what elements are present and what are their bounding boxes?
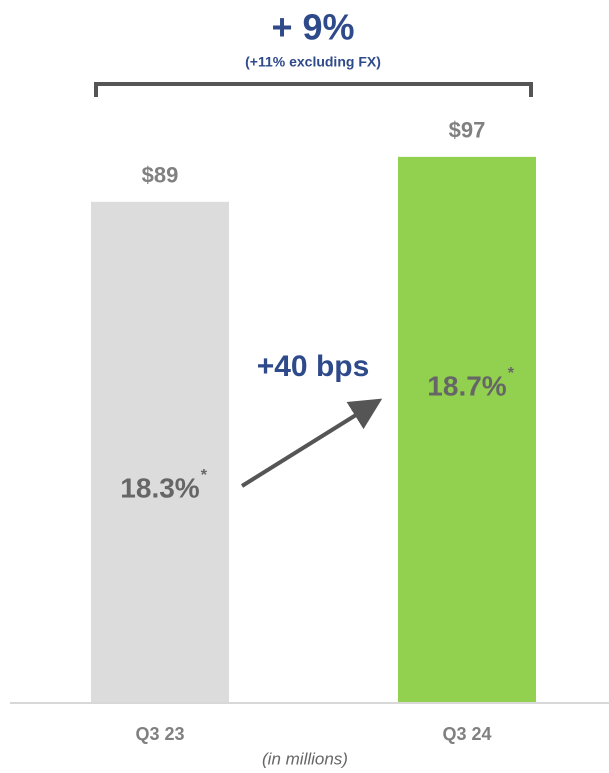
x-axis-label: (in millions) — [262, 749, 348, 768]
value-label: $89 — [142, 163, 179, 188]
arrow — [240, 398, 383, 488]
footnote-mark: * — [201, 467, 208, 484]
x-tick-label: Q3 23 — [135, 724, 184, 744]
value-label: $97 — [449, 118, 486, 143]
bracket — [94, 82, 533, 97]
margin-label: 18.3% — [120, 472, 199, 503]
subtitle: (+11% excluding FX) — [245, 54, 381, 70]
change-label: +40 bps — [257, 350, 370, 383]
margin-label: 18.7% — [427, 370, 506, 401]
bar — [91, 201, 229, 702]
x-tick-label: Q3 24 — [442, 724, 491, 744]
chart-title: + 9% — [271, 7, 354, 48]
bar — [398, 156, 536, 703]
footnote-mark: * — [508, 365, 515, 382]
